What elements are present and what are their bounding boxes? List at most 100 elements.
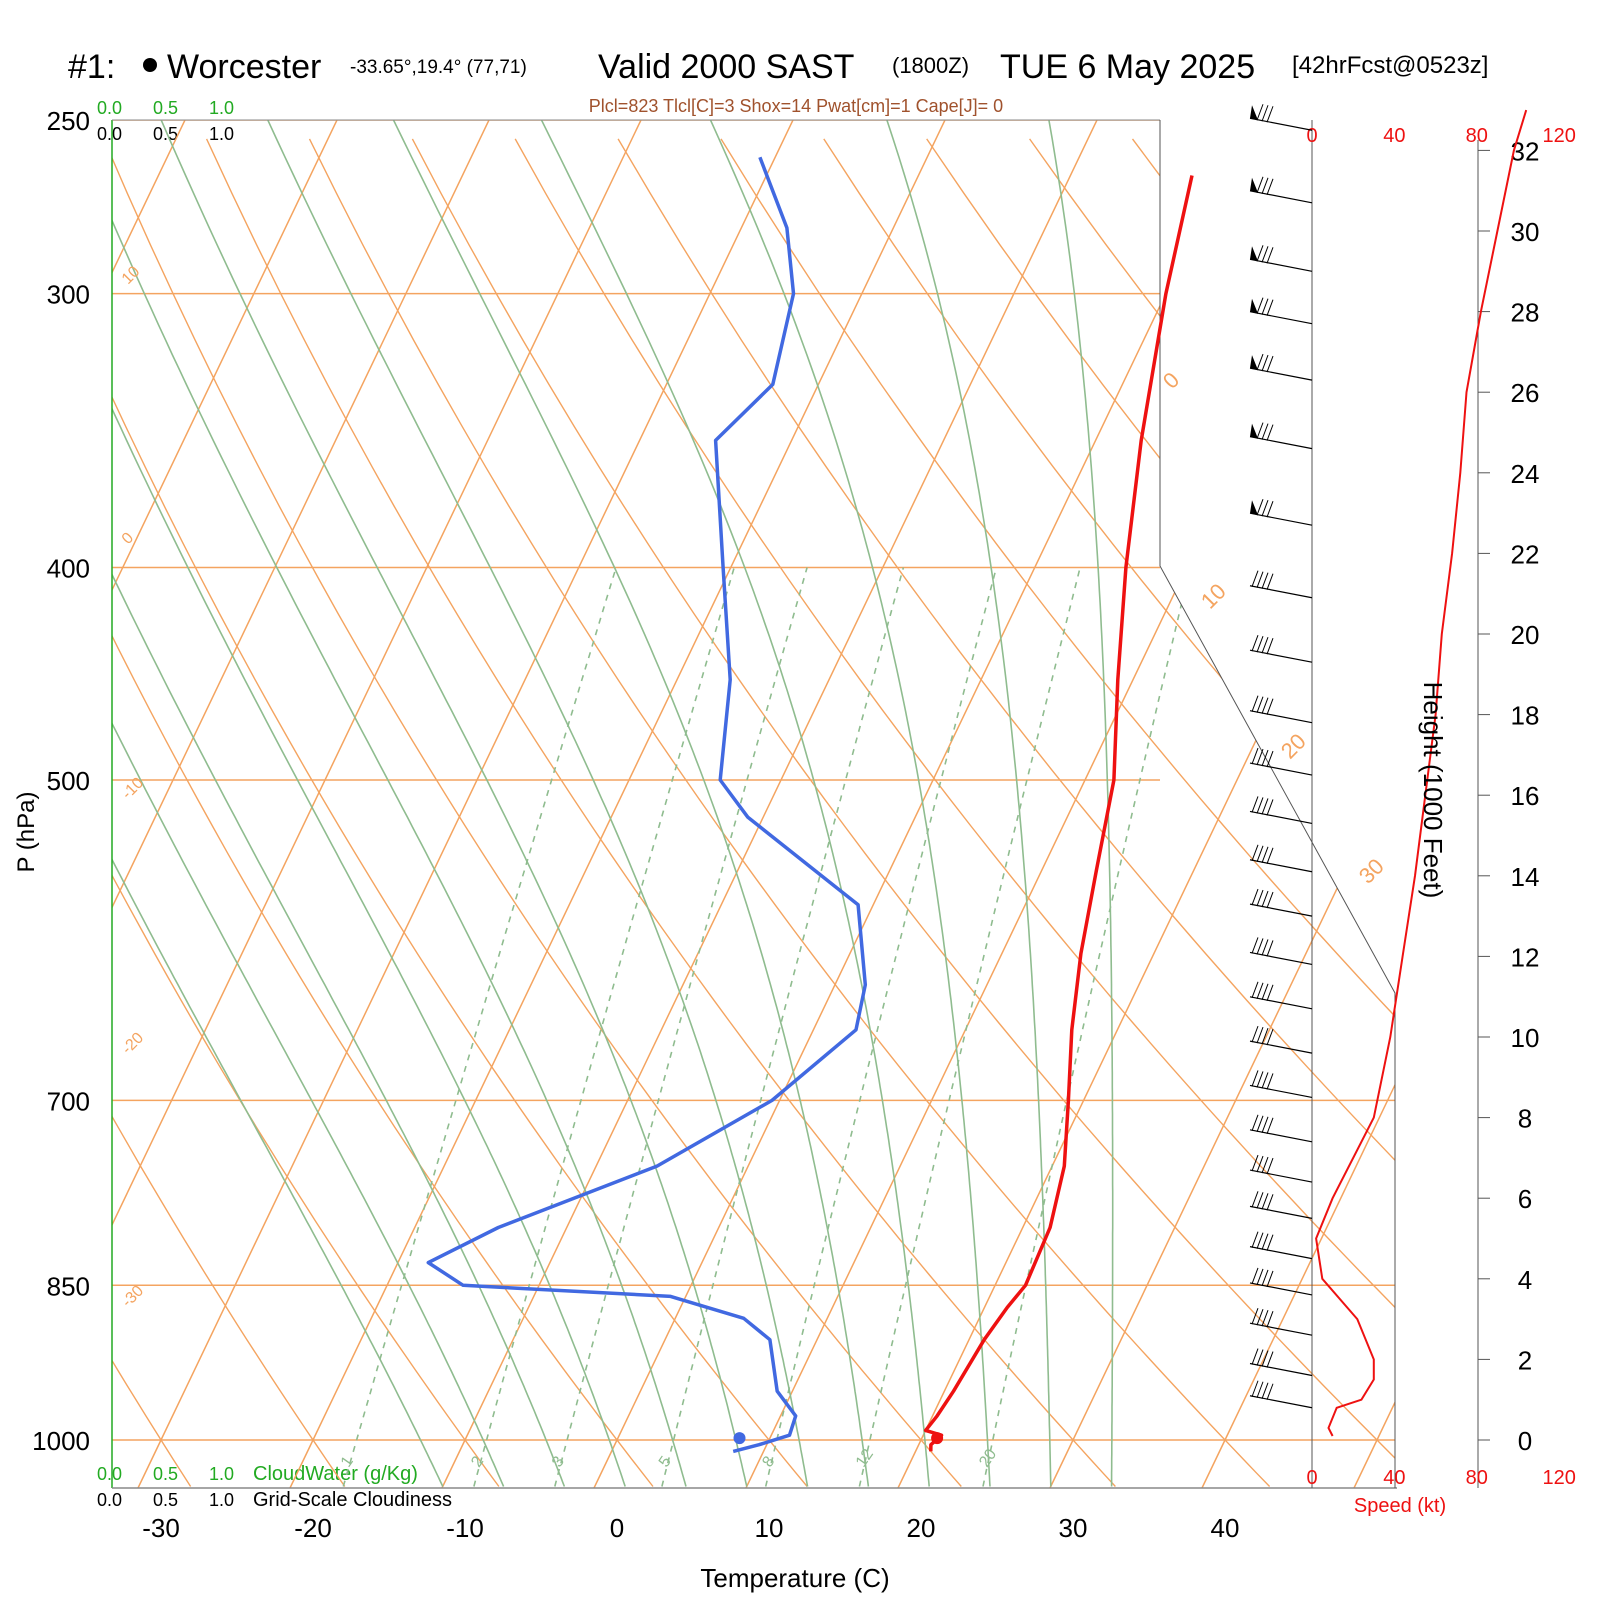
isotherm-line	[1529, 120, 1600, 1440]
barb-flag	[1256, 422, 1264, 439]
isotherm-line	[441, 1439, 466, 1488]
barb-flag	[1261, 1156, 1269, 1174]
barb-flag	[1261, 1027, 1269, 1045]
barb-flag	[1261, 1382, 1269, 1399]
height-tick-label: 28	[1511, 298, 1540, 328]
barb-flag	[1256, 353, 1264, 371]
height-tick-label: 8	[1518, 1104, 1532, 1134]
cloud-top-green-0: 0.0	[97, 98, 122, 118]
dry-adiabat	[1337, 138, 1395, 1488]
speed-tick-label-bottom: 80	[1466, 1467, 1488, 1489]
barb-flag	[1261, 246, 1269, 263]
pressure-tick-label: 300	[47, 280, 90, 310]
dry-adiabat	[112, 138, 808, 1487]
wind-barb	[1249, 176, 1313, 204]
wind-barb	[1249, 1154, 1313, 1183]
moist-adiabat	[112, 120, 687, 1487]
height-tick-label: 4	[1518, 1265, 1532, 1295]
barb-flag	[1266, 178, 1274, 195]
barb-flag	[1261, 890, 1269, 908]
moist-adiabat	[383, 120, 870, 1487]
wind-barb	[1249, 1267, 1313, 1296]
barb-flag	[1256, 297, 1264, 314]
isotherm-line	[312, 120, 946, 1441]
barb-flag	[1256, 1155, 1264, 1173]
mixing-ratio-label: 20	[976, 1446, 1000, 1470]
barb-flag	[1256, 1381, 1264, 1398]
wind-barb	[1249, 422, 1313, 450]
mixing-ratio-label: 12	[853, 1446, 877, 1470]
cloudiness-label: Grid-Scale Cloudiness	[253, 1489, 452, 1511]
barb-staff	[1249, 190, 1313, 204]
dewpoint-profile-surface-marker	[733, 1432, 746, 1445]
barb-flag	[1266, 106, 1274, 123]
mixing-ratio-line	[982, 567, 1191, 1487]
barb-flag	[1251, 1114, 1259, 1131]
wind-barb	[1249, 499, 1313, 526]
barb-staff	[1249, 1205, 1313, 1219]
wind-barb	[1249, 888, 1313, 917]
height-tick-label: 32	[1511, 136, 1540, 166]
height-tick-label: 2	[1518, 1345, 1532, 1375]
dry-adiabat	[823, 138, 1395, 1488]
cloud-bot-green-1: 0.5	[153, 1464, 178, 1484]
barb-flag	[1266, 1117, 1274, 1134]
barb-flag	[1251, 796, 1259, 813]
dewpoint-profile	[426, 156, 868, 1454]
barb-flag	[1261, 749, 1269, 767]
barb-staff	[1249, 117, 1313, 131]
temperature-tick-label: 40	[1211, 1513, 1240, 1543]
station-dot-icon	[143, 58, 157, 72]
wind-barb	[1249, 844, 1313, 873]
isotherm-line	[112, 120, 338, 1441]
barb-flag	[1261, 354, 1269, 372]
isotherm-line	[160, 120, 794, 1441]
barb-staff	[1249, 585, 1313, 599]
wind-barbs	[1249, 104, 1313, 1409]
isotherm-line	[1353, 1439, 1378, 1488]
zulu-time: (1800Z)	[892, 53, 969, 78]
barb-staff	[1249, 1282, 1313, 1296]
barb-pennant	[1250, 105, 1258, 121]
dry-adiabat	[1029, 138, 1395, 1488]
barb-flag	[1261, 105, 1269, 122]
thermo-background	[112, 120, 1600, 1488]
station-prefix: #1:	[68, 48, 115, 86]
barb-flag	[1261, 500, 1269, 517]
moist-adiabat	[112, 120, 626, 1487]
pressure-tick-label: 700	[47, 1086, 90, 1116]
barb-flag	[1266, 891, 1274, 909]
barb-staff	[1249, 1362, 1313, 1377]
moist-adiabat	[700, 120, 991, 1487]
barb-flag	[1251, 1070, 1259, 1087]
barb-flag	[1256, 938, 1264, 955]
height-tick-label: 26	[1511, 378, 1540, 408]
temperature-profile	[923, 175, 1194, 1452]
dry-adiabat	[617, 138, 1395, 1488]
barb-staff	[1249, 903, 1313, 917]
barb-staff	[1249, 512, 1313, 526]
barb-flag	[1261, 637, 1269, 654]
moist-adiabat	[879, 120, 1052, 1487]
pressure-tick-label: 400	[47, 554, 90, 584]
barb-flag	[1266, 424, 1274, 441]
barb-flag	[1256, 1115, 1264, 1132]
barb-flag	[1261, 1116, 1269, 1133]
barb-flag	[1251, 844, 1259, 861]
wind-barb	[1249, 1380, 1313, 1409]
height-tick-label: 20	[1511, 620, 1540, 650]
barb-flag	[1256, 1349, 1264, 1366]
barb-flag	[1261, 423, 1269, 440]
barb-flag	[1256, 1232, 1264, 1249]
barb-flag	[1266, 1234, 1274, 1251]
isotherm-line	[897, 1439, 922, 1488]
barb-flag	[1251, 570, 1259, 587]
barb-flag	[1266, 299, 1274, 316]
dry-adiabat	[112, 138, 500, 1487]
wind-barb	[1249, 1348, 1313, 1377]
wind-barb	[1249, 981, 1313, 1010]
forecast-info: [42hrFcst@0523z]	[1292, 52, 1488, 79]
header: #1: Worcester -33.65°,19.4° (77,71) Vali…	[68, 48, 1488, 86]
right-axis	[1159, 120, 1396, 1488]
barb-flag	[1256, 982, 1264, 999]
